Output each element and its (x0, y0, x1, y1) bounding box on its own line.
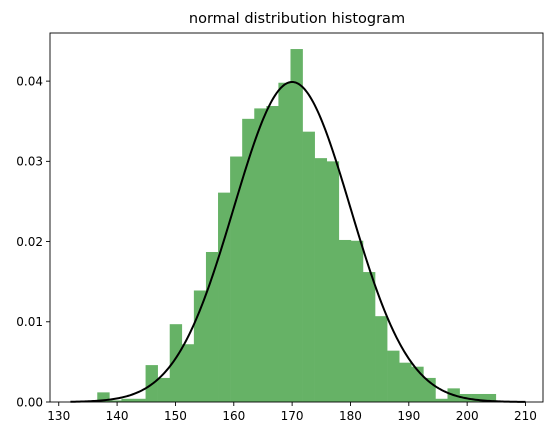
y-tick-label: 0.01 (16, 315, 43, 329)
histogram-bar (399, 362, 412, 402)
histogram-bar (290, 49, 303, 402)
histogram-bar (411, 366, 424, 402)
histogram-bar (350, 240, 364, 402)
axes: 130 140 150 160 170 180 190 200 210 0.00 0.01 0.02 0… (16, 32, 544, 423)
normal-density-curve (70, 80, 526, 403)
x-tick-label: 180 (339, 409, 362, 423)
histogram-bar (362, 272, 376, 402)
histogram-bar (266, 106, 279, 402)
histogram-bar (109, 400, 122, 402)
x-tick-label: 190 (397, 409, 420, 423)
y-tick-label: 0.00 (16, 395, 43, 409)
histogram-bar (230, 156, 243, 402)
histogram-bar (157, 377, 171, 402)
x-tick-label: 150 (164, 409, 187, 423)
histogram-bar (375, 316, 388, 402)
histogram-bar (326, 161, 340, 402)
x-tick-label: 140 (106, 409, 129, 423)
x-tick-label: 200 (456, 409, 479, 423)
x-tick-label: 210 (514, 409, 537, 423)
y-tick-label: 0.02 (16, 235, 43, 249)
y-tick-label: 0.04 (16, 74, 43, 88)
chart-title: normal distribution histogram (189, 11, 405, 27)
histogram-bar (218, 192, 231, 402)
density-curve-layer (70, 80, 526, 403)
histogram-bar (471, 393, 485, 402)
histogram-bar (121, 398, 134, 402)
y-tick-label: 0.03 (16, 155, 43, 169)
histogram-bar (278, 82, 291, 402)
histogram-bar (314, 158, 328, 402)
histogram-bar (254, 108, 267, 403)
histogram-bar (338, 239, 352, 402)
histogram-bar (435, 398, 448, 402)
histogram-bar (205, 251, 219, 402)
histogram-bars (97, 49, 497, 403)
histogram-bar (133, 398, 146, 402)
histogram-bar (181, 344, 195, 402)
histogram-bar (242, 118, 255, 402)
histogram-bar (387, 350, 400, 402)
x-tick-label: 160 (222, 409, 245, 423)
x-tick-label: 130 (47, 409, 70, 423)
plot-frame (49, 32, 544, 403)
histogram-bar (169, 324, 183, 402)
histogram-bar (483, 393, 497, 402)
histogram-bar (97, 392, 110, 402)
x-tick-label: 170 (281, 409, 304, 423)
histogram-bar (302, 131, 315, 403)
